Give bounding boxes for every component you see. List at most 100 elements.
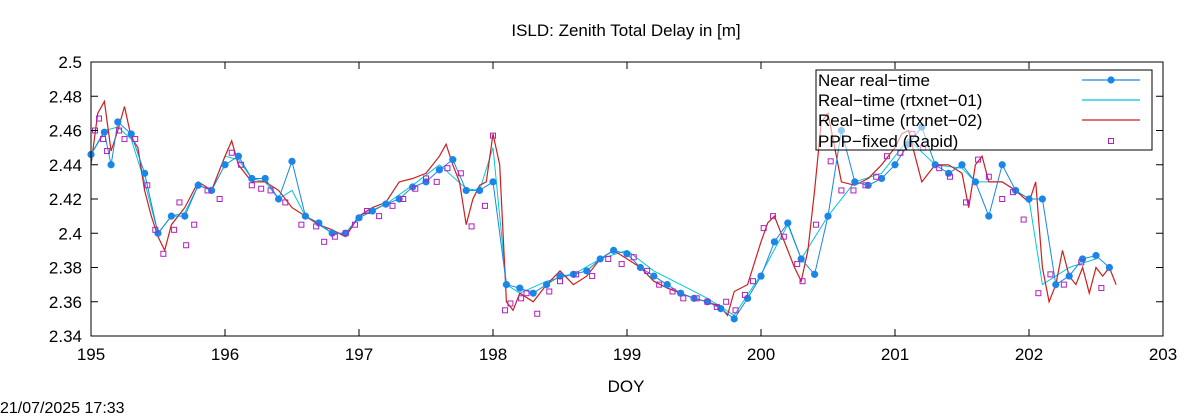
x-tick-label: 202	[1015, 345, 1043, 364]
ppp-fixed-point	[321, 238, 328, 245]
ppp-fixed-point	[680, 295, 687, 302]
ppp-fixed-point	[873, 173, 880, 180]
ppp-fixed-point	[176, 199, 183, 206]
near-real-time-point	[114, 118, 122, 126]
near-real-time-point	[744, 294, 752, 302]
zenith-total-delay-chart: ISLD: Zenith Total Delay in [m] 195 196 19…	[49, 21, 1177, 396]
ppp-fixed-point	[204, 187, 211, 194]
x-tick-label: 197	[345, 345, 373, 364]
chart-title: ISLD: Zenith Total Delay in [m]	[511, 21, 740, 40]
ppp-fixed-point	[770, 213, 777, 220]
ppp-fixed-point	[862, 182, 869, 189]
ppp-fixed-point	[975, 156, 982, 163]
legend-label: PPP−fixed (Rapid)	[818, 132, 958, 151]
near-real-time-point	[181, 212, 189, 220]
near-real-time-point	[1065, 272, 1073, 280]
ppp-fixed-point	[342, 230, 349, 237]
near-real-time-point	[422, 178, 430, 186]
legend-marker	[1107, 76, 1115, 84]
ppp-fixed-point	[444, 165, 451, 172]
ppp-fixed-point	[144, 182, 151, 189]
x-tick-label: 203	[1149, 345, 1177, 364]
ppp-fixed-point	[433, 178, 440, 185]
ppp-fixed-point	[883, 153, 890, 160]
near-real-time-point	[824, 212, 832, 220]
near-real-time-point	[623, 250, 631, 258]
ppp-fixed-point	[838, 187, 845, 194]
near-real-time-point	[1025, 195, 1033, 203]
ppp-fixed-point	[376, 213, 383, 220]
near-real-time-point	[167, 212, 175, 220]
ppp-fixed-point	[457, 170, 464, 177]
ppp-fixed-point	[228, 149, 235, 156]
ppp-fixed-point	[1020, 216, 1027, 223]
ppp-fixed-point	[963, 199, 970, 206]
ppp-fixed-point	[191, 221, 198, 228]
near-real-time-point	[610, 246, 618, 254]
ppp-fixed-point	[216, 196, 223, 202]
near-real-time-point	[107, 161, 115, 169]
near-real-time-point	[650, 272, 658, 280]
near-real-time-point	[154, 229, 162, 237]
x-axis: 195 196 197 198 199 200 201 202 203	[77, 62, 1177, 364]
ppp-fixed-point	[248, 182, 255, 189]
near-real-time-point	[489, 178, 497, 186]
ppp-fixed-point	[741, 291, 748, 298]
near-real-time-point	[891, 161, 899, 169]
y-tick-label: 2.46	[49, 122, 82, 141]
near-real-time-point	[784, 219, 792, 227]
near-real-time-point	[261, 174, 269, 183]
near-real-time-point	[985, 212, 993, 220]
x-tick-label: 200	[747, 345, 775, 364]
x-tick-label: 195	[77, 345, 105, 364]
ppp-fixed-point	[152, 226, 159, 233]
plot-area	[87, 99, 1117, 323]
ppp-fixed-point	[331, 233, 338, 240]
near-real-time-point	[502, 281, 510, 289]
ppp-fixed-point	[412, 185, 419, 192]
near-real-time-point	[596, 255, 604, 263]
near-real-time-point	[449, 156, 457, 164]
near-real-time-point	[248, 174, 256, 183]
near-real-time-point	[1038, 195, 1046, 203]
near-real-time-point	[234, 152, 242, 160]
near-real-time-point	[717, 305, 725, 313]
legend-marker	[1108, 138, 1114, 144]
near-real-time-point	[1052, 281, 1060, 289]
near-real-time-point	[998, 161, 1006, 169]
ppp-fixed-point	[523, 290, 530, 297]
near-real-time-point	[931, 161, 939, 169]
near-real-time-point	[770, 238, 779, 246]
ppp-fixed-point	[389, 202, 396, 209]
ppp-fixed-point	[618, 261, 625, 268]
y-tick-label: 2.48	[49, 87, 82, 106]
y-tick-label: 2.36	[49, 293, 82, 312]
ppp-fixed-point	[794, 261, 801, 268]
legend-label: Real−time (rtxnet−02)	[818, 111, 982, 130]
near-real-time-point	[288, 157, 296, 165]
ppp-fixed-point	[1035, 290, 1042, 297]
ppp-fixed-point	[704, 298, 711, 305]
near-real-time-point	[556, 272, 564, 280]
near-real-time-point	[851, 178, 859, 186]
near-real-time-point	[476, 186, 484, 195]
ppp-fixed-point	[713, 303, 720, 310]
ppp-fixed-point	[573, 271, 580, 278]
ppp-fixed-point	[557, 278, 563, 285]
ppp-fixed-point	[267, 187, 274, 194]
near-real-time-point	[301, 212, 309, 220]
ppp-fixed-point	[799, 278, 806, 285]
ppp-fixed-point	[749, 278, 756, 285]
near-real-time-point	[382, 200, 390, 208]
near-real-time-point	[757, 272, 765, 280]
ppp-fixed-point	[644, 267, 651, 274]
near-real-time-point	[127, 130, 135, 138]
ppp-fixed-point	[1098, 285, 1105, 292]
ppp-fixed-point	[723, 298, 730, 305]
ppp-fixed-point	[693, 295, 700, 302]
x-tick-label: 201	[881, 345, 909, 364]
ppp-fixed-point	[490, 132, 496, 139]
near-real-time-point	[221, 161, 229, 169]
ppp-fixed-point	[760, 225, 767, 232]
